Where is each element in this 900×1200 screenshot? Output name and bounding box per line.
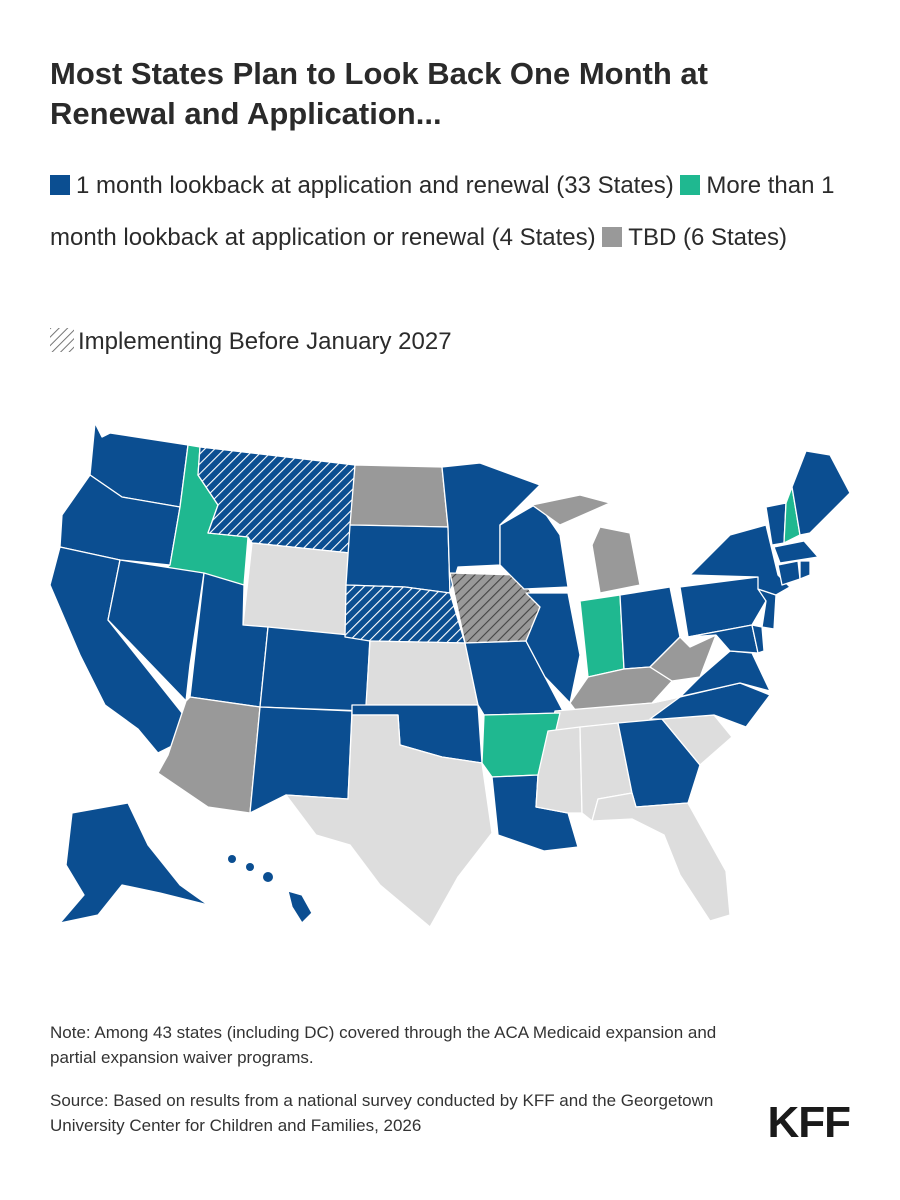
state-tx (285, 714, 493, 928)
legend: 1 month lookback at application and rene… (50, 160, 850, 264)
state-co (259, 626, 371, 712)
state-pa (679, 576, 767, 638)
state-ri (799, 560, 811, 580)
hatch-swatch-icon (50, 328, 74, 352)
state-ct (777, 560, 801, 586)
legend-swatch-one-month (50, 175, 70, 195)
state-hi-islet-2 (246, 863, 254, 871)
state-fl (591, 792, 731, 922)
state-ma (773, 540, 819, 564)
state-mi (591, 526, 641, 594)
legend-label-one-month: 1 month lookback at application and rene… (76, 172, 674, 199)
state-nv (107, 559, 205, 702)
state-in (579, 594, 625, 678)
state-de (751, 624, 765, 654)
state-sd (345, 524, 451, 594)
legend-hatch-item: Implementing Before January 2027 (50, 322, 452, 362)
state-me (791, 450, 851, 536)
legend-swatch-more-than-one-month (680, 175, 701, 195)
legend-swatch-tbd (602, 227, 623, 247)
legend-label-more-than-one-month: More than 1 month lookback at applicatio… (50, 172, 835, 251)
state-wy (242, 542, 351, 638)
state-wv (649, 634, 717, 682)
state-or (59, 474, 181, 566)
state-md (687, 624, 759, 654)
legend-item-more-than-one-month: More than 1 month lookback at applicatio… (50, 172, 834, 251)
legend-item-tbd: TBD (6 States) (602, 224, 787, 251)
state-ak (59, 802, 209, 924)
footnote: Note: Among 43 states (including DC) cov… (50, 1023, 717, 1067)
legend-label-tbd: TBD (6 States) (628, 224, 788, 251)
us-map (49, 422, 851, 928)
state-ks (365, 640, 479, 706)
state-mi-upper (531, 494, 611, 526)
state-hi-islet-1 (228, 855, 236, 863)
state-hi-islet-3 (263, 872, 273, 882)
legend-item-one-month: 1 month lookback at application and rene… (50, 172, 674, 199)
state-wi (499, 502, 569, 590)
kff-logo: KFF (767, 1098, 851, 1147)
chart-title: Most States Plan to Look Back One Month … (50, 56, 708, 131)
source-note: Source: Based on results from a national… (50, 1091, 714, 1135)
state-il (525, 592, 581, 704)
state-ne (344, 584, 466, 644)
state-nd (349, 464, 449, 528)
legend-label-hatch: Implementing Before January 2027 (78, 328, 452, 355)
state-hi (287, 890, 313, 924)
state-ny (689, 524, 791, 596)
